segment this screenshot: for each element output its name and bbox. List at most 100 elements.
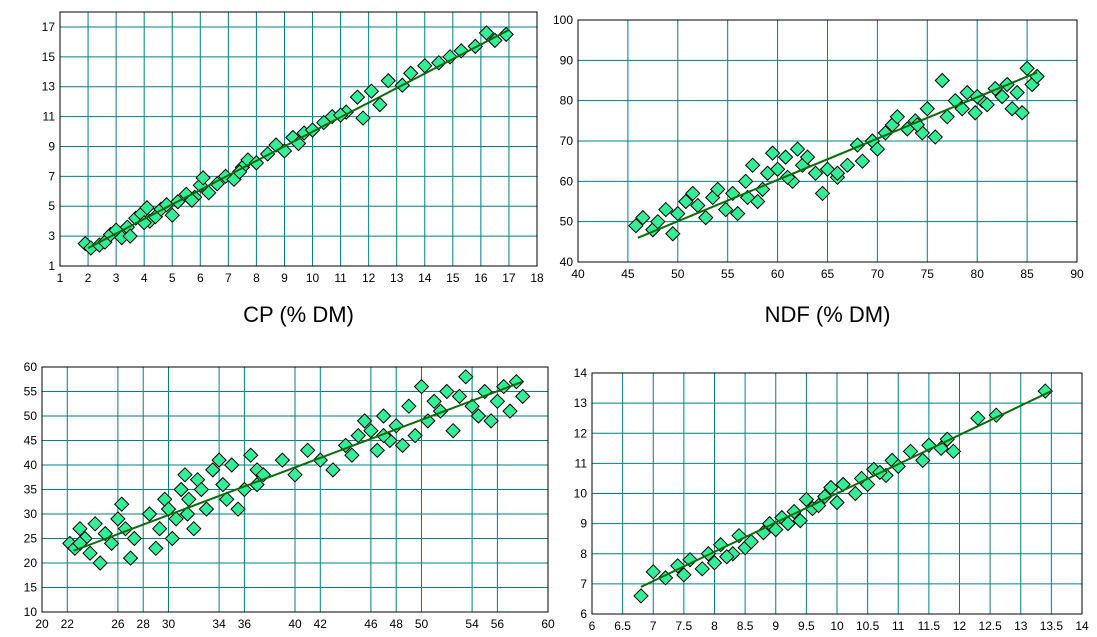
data-point (717, 201, 734, 218)
ndf-scatter-panel: 40 45 50 55 60 65 70 75 80 85 90 40 50 60 70 80 90 100 NDF… (553, 13, 1084, 327)
data-point (349, 89, 366, 105)
data-point (839, 157, 856, 173)
x-tick-label: 6.5 (614, 619, 631, 633)
x-tick-label: 12.5 (978, 619, 1002, 633)
cp-scatter-panel: 1 2 3 4 5 6 7 8 9 10 11 12 13 14 15 16 17 181357911131517… (42, 11, 544, 327)
data-point (799, 149, 816, 165)
plot-frame (577, 19, 1078, 263)
data-point (768, 521, 784, 538)
y-tick-label: 8 (580, 547, 587, 561)
data-point (658, 201, 674, 218)
data-point (807, 165, 824, 181)
y-tick-label: 20 (24, 556, 38, 570)
data-point (407, 427, 423, 444)
x-tick-label: 15 (446, 271, 460, 285)
data-point (431, 55, 447, 71)
data-point (829, 165, 846, 181)
data-point (164, 207, 180, 223)
data-point (168, 511, 184, 527)
y-tick-label: 100 (553, 13, 573, 27)
data-point (927, 129, 943, 145)
data-point (230, 501, 246, 517)
y-tick-label: 7 (48, 169, 55, 183)
data-point (685, 185, 701, 202)
x-tick-label: 10 (306, 271, 320, 285)
data-point (439, 383, 455, 400)
data-point (823, 479, 839, 496)
data-point (299, 442, 316, 459)
data-point (126, 530, 143, 547)
data-point (179, 506, 196, 522)
data-point (442, 49, 458, 65)
x-tick-label: 1 (57, 271, 64, 285)
data-point (151, 520, 168, 537)
data-point (719, 549, 735, 565)
data-point (939, 109, 955, 125)
data-point (798, 491, 815, 508)
data-point (665, 226, 681, 242)
y-tick-label: 25 (24, 532, 38, 546)
y-tick-label: 60 (24, 360, 38, 374)
x-tick-label: 55 (721, 267, 735, 281)
data-point (164, 530, 181, 547)
data-point (729, 205, 746, 222)
data-point (769, 161, 786, 177)
data-point (122, 228, 138, 244)
y-tick-label: 13 (42, 80, 56, 94)
x-tick-label: 10.5 (856, 619, 880, 633)
data-point (967, 105, 983, 121)
data-point (445, 422, 461, 439)
data-point (744, 157, 761, 173)
data-point (325, 462, 341, 478)
data-point (502, 403, 518, 419)
x-tick-label: 18 (530, 271, 544, 285)
x-tick-label: 5 (169, 271, 176, 285)
data-point (82, 545, 98, 561)
x-axis-title: CP (% DM) (243, 302, 354, 327)
x-tick-label: 30 (162, 617, 176, 631)
trend-line (73, 380, 524, 552)
data-point (489, 393, 506, 410)
data-point (633, 588, 649, 604)
data-point (919, 101, 936, 117)
y-tick-label: 30 (24, 507, 38, 521)
data-point (139, 200, 155, 216)
x-tick-label: 10 (830, 619, 844, 633)
x-tick-label: 75 (921, 267, 935, 281)
data-point (287, 467, 303, 483)
data-point (375, 408, 392, 424)
x-tick-label: 13 (1014, 619, 1028, 633)
x-tick-label: 34 (212, 617, 226, 631)
x-tick-label: 56 (491, 617, 505, 631)
data-point (487, 32, 503, 49)
data-point (676, 567, 692, 583)
x-tick-label: 7 (650, 619, 657, 633)
x-tick-label: 46 (364, 617, 378, 631)
data-point (829, 494, 845, 511)
x-tick-label: 16 (474, 271, 488, 285)
data-point (847, 485, 864, 502)
data-point (678, 193, 694, 210)
data-point (670, 558, 686, 574)
data-point (478, 25, 495, 41)
data-point (789, 141, 806, 157)
y-tick-label: 40 (24, 458, 38, 472)
x-tick-label: 4 (141, 271, 148, 285)
data-point (181, 491, 197, 508)
data-point (710, 181, 726, 198)
data-point (470, 408, 487, 424)
trend-line (87, 29, 510, 249)
y-tick-label: 3 (48, 229, 55, 243)
y-tick-label: 14 (574, 366, 588, 380)
x-tick-label: 13 (390, 271, 404, 285)
x-tick-label: 70 (871, 267, 885, 281)
data-point (401, 398, 417, 414)
y-tick-label: 35 (24, 483, 38, 497)
x-tick-label: 13.5 (1040, 619, 1064, 633)
data-point (356, 413, 373, 429)
x-tick-label: 11 (892, 619, 905, 633)
x-tick-label: 3 (113, 271, 120, 285)
x-tick-label: 36 (238, 617, 252, 631)
data-point (113, 496, 130, 512)
